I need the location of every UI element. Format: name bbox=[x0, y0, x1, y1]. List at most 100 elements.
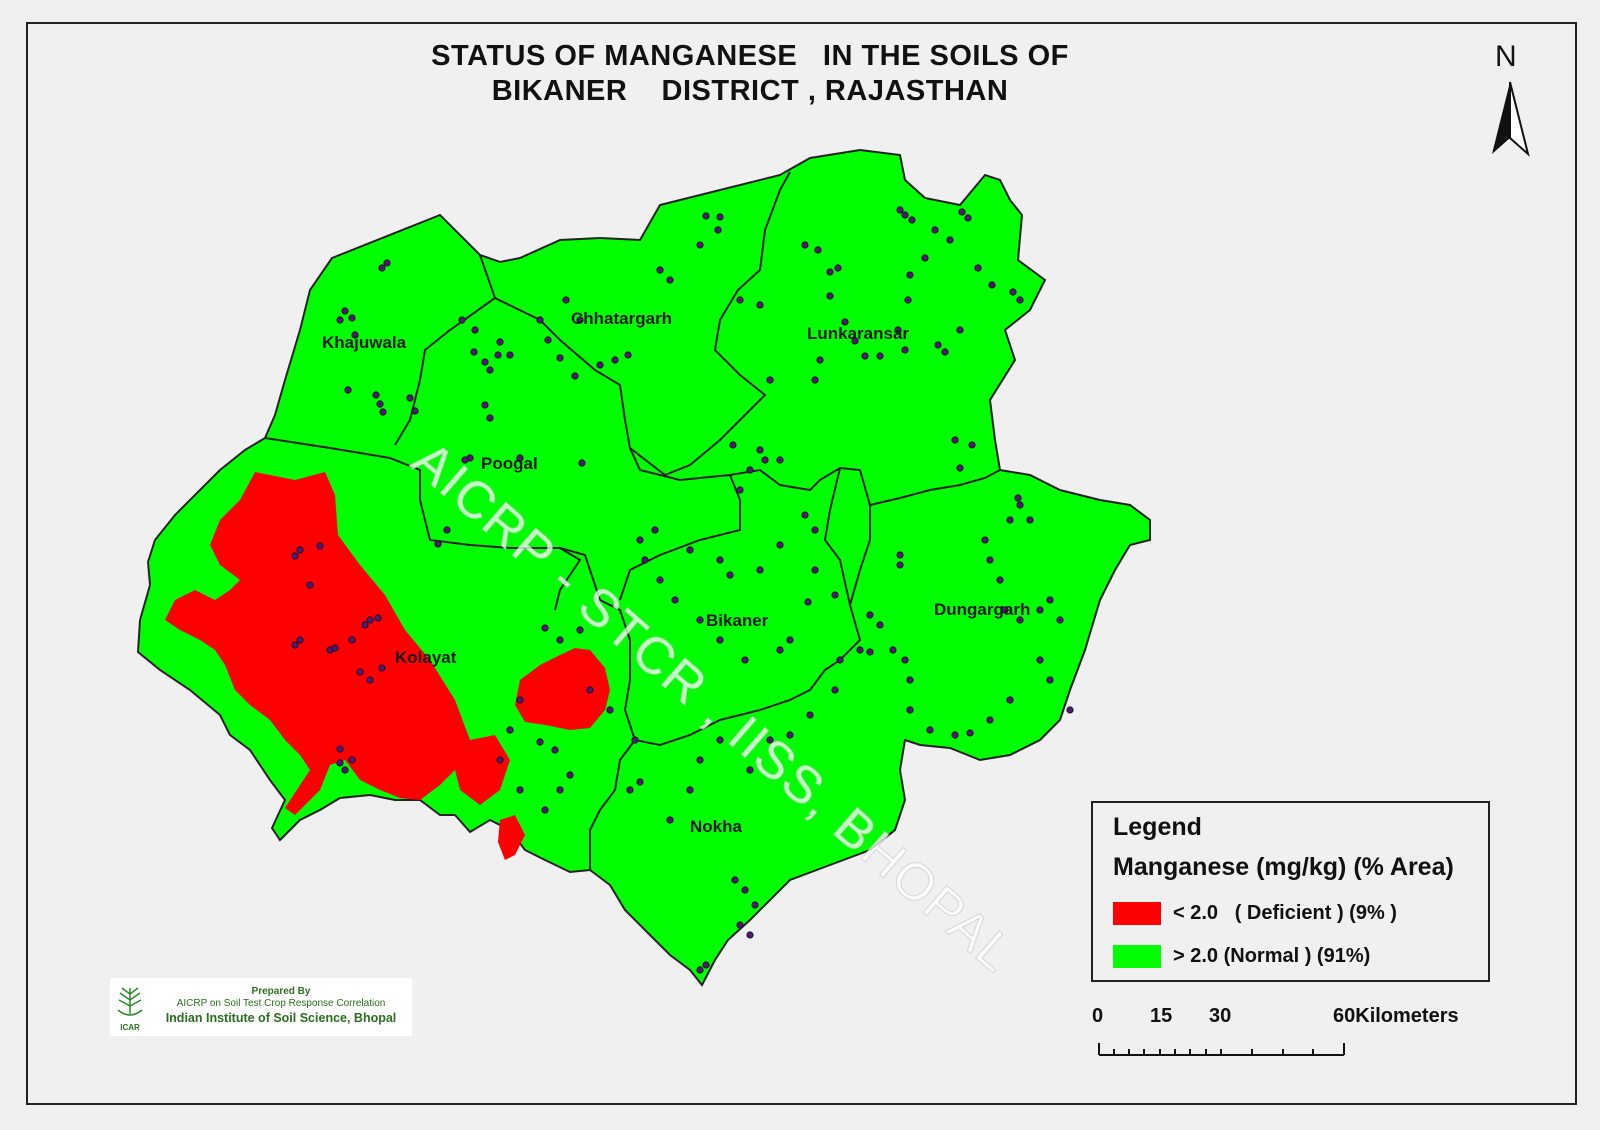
sample-point bbox=[946, 236, 954, 244]
sample-point bbox=[586, 686, 594, 694]
sample-point bbox=[1056, 616, 1064, 624]
sample-point bbox=[696, 966, 704, 974]
icar-logo-icon: ICAR bbox=[117, 987, 143, 1032]
sample-point bbox=[1016, 501, 1024, 509]
sample-point bbox=[801, 241, 809, 249]
sample-point bbox=[951, 731, 959, 739]
sample-point bbox=[741, 886, 749, 894]
legend-item-normal: > 2.0 (Normal ) (91%) bbox=[1113, 943, 1370, 969]
legend-label-normal: > 2.0 (Normal ) (91%) bbox=[1173, 944, 1371, 967]
sample-point bbox=[291, 552, 299, 560]
sample-point bbox=[958, 208, 966, 216]
sample-point bbox=[876, 352, 884, 360]
sample-point bbox=[481, 401, 489, 409]
sample-point bbox=[536, 738, 544, 746]
sample-point bbox=[716, 636, 724, 644]
sample-point bbox=[926, 726, 934, 734]
sample-point bbox=[576, 626, 584, 634]
sample-point bbox=[626, 786, 634, 794]
sample-point bbox=[896, 551, 904, 559]
sample-point bbox=[756, 446, 764, 454]
sample-point bbox=[876, 621, 884, 629]
sample-point bbox=[726, 571, 734, 579]
credit-line-2: AICRP on Soil Test Crop Response Correla… bbox=[176, 998, 386, 1009]
sample-point bbox=[486, 414, 494, 422]
sample-point bbox=[696, 756, 704, 764]
sample-point bbox=[956, 464, 964, 472]
sample-point bbox=[1016, 296, 1024, 304]
sample-point bbox=[494, 351, 502, 359]
sample-point bbox=[968, 441, 976, 449]
scale-label-0: 0 bbox=[1092, 1005, 1104, 1027]
sample-point bbox=[471, 326, 479, 334]
sample-point bbox=[671, 596, 679, 604]
sample-point bbox=[351, 331, 359, 339]
sample-point bbox=[316, 542, 324, 550]
sample-point bbox=[866, 611, 874, 619]
sample-point bbox=[702, 212, 710, 220]
north-label: N bbox=[1495, 40, 1517, 73]
sample-points bbox=[291, 206, 1074, 974]
sample-point bbox=[861, 352, 869, 360]
region-label-bikaner: Bikaner bbox=[706, 611, 769, 630]
sample-point bbox=[826, 268, 834, 276]
scale-bar-line bbox=[1098, 1043, 1345, 1056]
sample-point bbox=[516, 696, 524, 704]
sample-point bbox=[336, 745, 344, 753]
sample-point bbox=[836, 656, 844, 664]
sample-point bbox=[556, 786, 564, 794]
sample-point bbox=[766, 736, 774, 744]
sample-point bbox=[434, 540, 442, 548]
sample-point bbox=[411, 407, 419, 415]
sample-point bbox=[296, 636, 304, 644]
sample-point bbox=[486, 366, 494, 374]
sample-point bbox=[856, 646, 864, 654]
sample-point bbox=[1014, 494, 1022, 502]
credit-line-1: Prepared By bbox=[251, 986, 311, 997]
sample-point bbox=[406, 394, 414, 402]
sample-point bbox=[811, 526, 819, 534]
sample-point bbox=[889, 646, 897, 654]
sample-point bbox=[811, 566, 819, 574]
sample-point bbox=[716, 736, 724, 744]
region-label-dungargarh: Dungargarh bbox=[934, 600, 1031, 619]
region-label-chhatargarh: Chhatargarh bbox=[571, 309, 673, 328]
sample-point bbox=[841, 318, 849, 326]
sample-point bbox=[906, 706, 914, 714]
sample-point bbox=[481, 358, 489, 366]
sample-point bbox=[556, 354, 564, 362]
sample-point bbox=[746, 766, 754, 774]
sample-point bbox=[786, 636, 794, 644]
sample-point bbox=[458, 316, 466, 324]
sample-point bbox=[596, 361, 604, 369]
sample-point bbox=[851, 337, 859, 345]
sample-point bbox=[344, 386, 352, 394]
scale-label-60: 60Kilometers bbox=[1333, 1005, 1459, 1027]
sample-point bbox=[544, 336, 552, 344]
sample-point bbox=[766, 376, 774, 384]
sample-point bbox=[801, 511, 809, 519]
deficient-area-kolayat bbox=[165, 472, 510, 815]
sample-point bbox=[541, 624, 549, 632]
sample-point bbox=[443, 526, 451, 534]
sample-point bbox=[516, 786, 524, 794]
sample-point bbox=[696, 616, 704, 624]
sample-point bbox=[506, 351, 514, 359]
sample-point bbox=[736, 486, 744, 494]
north-arrow-icon bbox=[1492, 81, 1530, 157]
legend-box: Legend Manganese (mg/kg) (% Area) < 2.0 … bbox=[1091, 801, 1490, 982]
sample-point bbox=[896, 561, 904, 569]
sample-point bbox=[631, 736, 639, 744]
sample-point bbox=[496, 338, 504, 346]
sample-point bbox=[556, 636, 564, 644]
sample-point bbox=[296, 546, 304, 554]
sample-point bbox=[729, 441, 737, 449]
tehsil-boundaries bbox=[264, 171, 1001, 870]
sample-point bbox=[931, 226, 939, 234]
sample-point bbox=[776, 646, 784, 654]
sample-point bbox=[1066, 706, 1074, 714]
sample-point bbox=[378, 264, 386, 272]
sample-point bbox=[906, 676, 914, 684]
sample-point bbox=[831, 591, 839, 599]
sample-point bbox=[291, 641, 299, 649]
